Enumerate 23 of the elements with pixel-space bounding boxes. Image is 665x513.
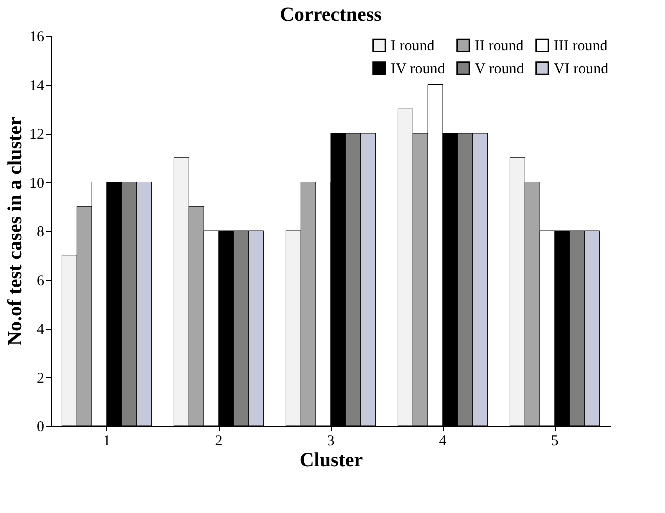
legend-label: I round — [391, 38, 436, 55]
y-tick-label: 6 — [37, 273, 45, 290]
y-tick-label: 14 — [30, 78, 45, 94]
x-tick-label: 4 — [439, 434, 448, 450]
y-tick-label: 4 — [37, 322, 45, 338]
y-tick-label: 8 — [37, 224, 44, 240]
legend-label: III round — [554, 38, 608, 55]
x-tick-label: 2 — [215, 434, 223, 450]
y-tick-label: 16 — [30, 30, 45, 46]
x-axis-title: Cluster — [300, 450, 364, 472]
y-axis-title: No.of test cases in a cluster — [4, 116, 26, 346]
chart-title: Correctness — [280, 4, 382, 26]
legend-label: IV round — [391, 62, 446, 78]
x-tick-label: 3 — [327, 434, 335, 450]
x-tick-label: 1 — [103, 434, 111, 450]
x-tick-label: 5 — [551, 434, 559, 450]
y-tick-label: 10 — [30, 176, 44, 192]
y-tick-label: 12 — [30, 127, 44, 143]
y-tick-label: 2 — [37, 370, 44, 387]
legend-label: II round — [475, 38, 524, 55]
legend-label: VI round — [554, 62, 610, 78]
legend-label: V round — [475, 62, 525, 78]
y-tick-label: 0 — [37, 420, 44, 436]
